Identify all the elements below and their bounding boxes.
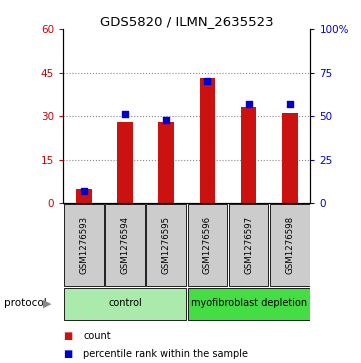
FancyBboxPatch shape xyxy=(105,204,145,286)
Point xyxy=(205,78,210,84)
FancyBboxPatch shape xyxy=(270,204,310,286)
Bar xyxy=(241,107,256,203)
Text: GSM1276594: GSM1276594 xyxy=(121,216,130,274)
Point xyxy=(287,101,293,107)
Point xyxy=(246,101,252,107)
FancyBboxPatch shape xyxy=(147,204,186,286)
Text: count: count xyxy=(83,331,111,341)
Point xyxy=(163,117,169,123)
Text: GSM1276598: GSM1276598 xyxy=(285,216,294,274)
Text: ■: ■ xyxy=(63,349,73,359)
Text: protocol: protocol xyxy=(4,298,46,308)
Text: GSM1276596: GSM1276596 xyxy=(203,216,212,274)
Bar xyxy=(117,122,133,203)
Text: ■: ■ xyxy=(63,331,73,341)
Text: ▶: ▶ xyxy=(43,298,51,308)
Text: GSM1276597: GSM1276597 xyxy=(244,216,253,274)
FancyBboxPatch shape xyxy=(188,289,310,319)
Point xyxy=(122,111,128,117)
Text: control: control xyxy=(108,298,142,308)
Point xyxy=(81,188,87,194)
Title: GDS5820 / ILMN_2635523: GDS5820 / ILMN_2635523 xyxy=(100,15,274,28)
FancyBboxPatch shape xyxy=(229,204,269,286)
Text: GSM1276593: GSM1276593 xyxy=(79,216,88,274)
Bar xyxy=(76,189,92,203)
FancyBboxPatch shape xyxy=(64,289,186,319)
FancyBboxPatch shape xyxy=(188,204,227,286)
Text: GSM1276595: GSM1276595 xyxy=(162,216,171,274)
Bar xyxy=(282,113,298,203)
Bar xyxy=(200,78,215,203)
Bar xyxy=(158,122,174,203)
Text: percentile rank within the sample: percentile rank within the sample xyxy=(83,349,248,359)
Text: myofibroblast depletion: myofibroblast depletion xyxy=(191,298,307,308)
FancyBboxPatch shape xyxy=(64,204,104,286)
